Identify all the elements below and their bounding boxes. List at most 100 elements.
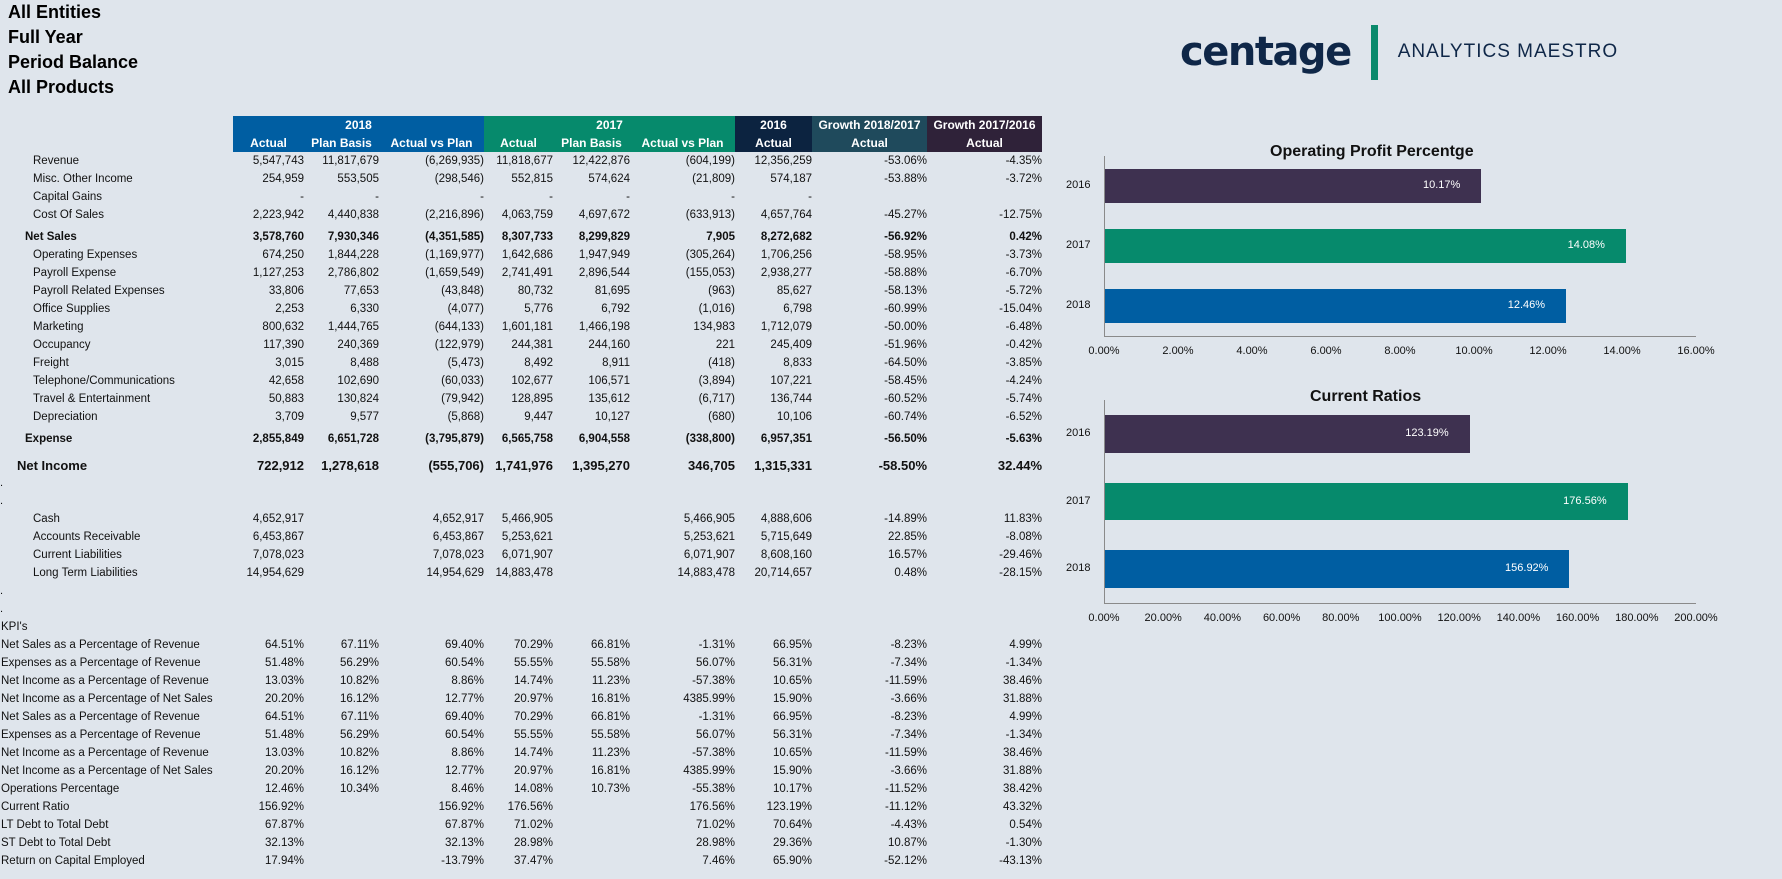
header-group-growth-2017-2016: Growth 2017/2016 — [927, 116, 1042, 134]
balance-row: Current Liabilities 7,078,023 7,078,023 6,0… — [0, 546, 1042, 564]
row-value: 69.40% — [444, 711, 484, 723]
income-row: Misc. Other Income 254,959 553,505 (298,546… — [0, 170, 1042, 188]
row-label: Operating Expenses — [33, 249, 138, 261]
row-value: 7,078,023 — [432, 549, 484, 561]
x-tick-label: 20.00% — [1144, 612, 1182, 624]
row-value: 4.99% — [1009, 639, 1042, 651]
row-value: 55.55% — [513, 657, 553, 669]
row-value: - — [808, 191, 812, 203]
row-value — [304, 834, 379, 852]
row-value: 20,714,657 — [754, 567, 812, 579]
column-header: Actual — [927, 134, 1042, 152]
row-value: -28.15% — [999, 567, 1042, 579]
row-value: 240,369 — [337, 339, 379, 351]
filter-period[interactable]: Full Year — [8, 27, 83, 47]
kpi-row: Net Income as a Percentage of Revenue 13.… — [0, 672, 1042, 690]
kpi-row: Expenses as a Percentage of Revenue 51.48… — [0, 726, 1042, 744]
bar-value-label: 123.19% — [1405, 426, 1449, 439]
x-tick-label: 160.00% — [1555, 612, 1600, 624]
row-value: -3.66% — [890, 693, 927, 705]
row-label: Current Liabilities — [33, 549, 122, 561]
row-value: (644,133) — [434, 321, 484, 333]
x-axis-line — [1104, 336, 1696, 337]
kpi-row: Net Income as a Percentage of Net Sales 2… — [0, 690, 1042, 708]
bar-value-label: 10.17% — [1422, 179, 1461, 191]
row-value: -5.74% — [1005, 393, 1042, 405]
row-value: 37.47% — [513, 855, 553, 867]
row-value: 16.12% — [339, 765, 379, 777]
row-value: 9,447 — [524, 411, 553, 423]
row-value: -52.12% — [884, 855, 927, 867]
income-row: Revenue 5,547,743 11,817,679 (6,269,935) 11,… — [0, 152, 1042, 170]
row-value: 156.92% — [258, 801, 304, 813]
row-value: 70.29% — [513, 711, 553, 723]
row-value: 20.97% — [513, 693, 553, 705]
income-row: Travel & Entertainment 50,883 130,824 (79,9… — [0, 390, 1042, 408]
row-value: 11.23% — [591, 747, 630, 759]
row-value: -53.06% — [884, 155, 927, 167]
row-value — [812, 188, 927, 206]
row-value: -56.50% — [884, 433, 927, 445]
row-label: Net Income — [17, 457, 88, 473]
row-value: -8.08% — [1005, 531, 1042, 543]
row-value: (60,033) — [441, 375, 484, 387]
row-value: 6,904,558 — [578, 433, 630, 445]
x-tick-label: 80.00% — [1322, 612, 1360, 624]
brand-tagline: ANALYTICS MAESTRO — [1397, 41, 1619, 62]
row-value: -1.34% — [1005, 729, 1042, 741]
filter-entities[interactable]: All Entities — [8, 2, 102, 22]
row-value: 134,983 — [693, 321, 735, 333]
row-value: -58.45% — [884, 375, 927, 387]
row-value: -60.99% — [884, 303, 927, 315]
row-value: (305,264) — [685, 249, 735, 261]
row-label: Office Supplies — [33, 303, 111, 315]
row-value: 13.03% — [264, 675, 304, 687]
row-value: 6,453,867 — [252, 531, 304, 543]
row-value: 66.95% — [772, 711, 812, 723]
kpi-row: Return on Capital Employed 17.94% -13.79% 3… — [0, 852, 1042, 870]
row-label: Marketing — [33, 321, 84, 333]
row-label: Net Sales — [25, 231, 77, 243]
row-value: 15.90% — [772, 765, 812, 777]
row-value: 2,253 — [275, 303, 304, 315]
row-label: Expenses as a Percentage of Revenue — [1, 657, 201, 669]
row-value: 12,422,876 — [572, 155, 630, 167]
row-value: 5,776 — [524, 303, 553, 315]
filter-balance[interactable]: Period Balance — [8, 52, 139, 72]
y-axis-line — [1104, 156, 1105, 336]
row-value: 10,106 — [776, 411, 812, 423]
row-value: -51.96% — [884, 339, 927, 351]
row-value: 1,706,256 — [760, 249, 812, 261]
row-value: -8.23% — [890, 711, 927, 723]
row-value: 14.08% — [513, 783, 553, 795]
row-value: -7.34% — [890, 729, 927, 741]
filter-products[interactable]: All Products — [8, 77, 115, 97]
row-value: (338,800) — [685, 433, 735, 445]
row-label: LT Debt to Total Debt — [1, 819, 109, 831]
row-value: 123.19% — [766, 801, 812, 813]
row-label: Net Income as a Percentage of Net Sales — [1, 693, 213, 705]
row-value: 16.81% — [590, 693, 630, 705]
row-label: Net Sales as a Percentage of Revenue — [1, 711, 200, 723]
row-value: 10.73% — [590, 783, 630, 795]
income-row: Payroll Related Expenses 33,806 77,653 (43,… — [0, 282, 1042, 300]
x-tick-label: 14.00% — [1603, 345, 1641, 357]
row-value: 4,697,672 — [578, 209, 630, 221]
row-value: -3.66% — [890, 765, 927, 777]
brand-logo: centage ANALYTICS MAESTRO — [1180, 22, 1618, 82]
row-value: 15.90% — [772, 693, 812, 705]
row-value: 38.46% — [1002, 675, 1042, 687]
row-label: Accounts Receivable — [33, 531, 141, 543]
row-value: 71.02% — [513, 819, 553, 831]
row-value: 13.03% — [264, 747, 304, 759]
row-value: 28.98% — [695, 837, 735, 849]
row-value: 4385.99% — [683, 693, 735, 705]
row-label: Travel & Entertainment — [33, 393, 151, 405]
row-value: 102,677 — [511, 375, 553, 387]
row-value — [553, 852, 630, 870]
y-axis-line — [1104, 400, 1105, 603]
row-value: 2,896,544 — [578, 267, 630, 279]
row-value: 1,741,976 — [495, 457, 553, 473]
bar-2016 — [1105, 169, 1482, 203]
row-label: Revenue — [33, 155, 80, 167]
